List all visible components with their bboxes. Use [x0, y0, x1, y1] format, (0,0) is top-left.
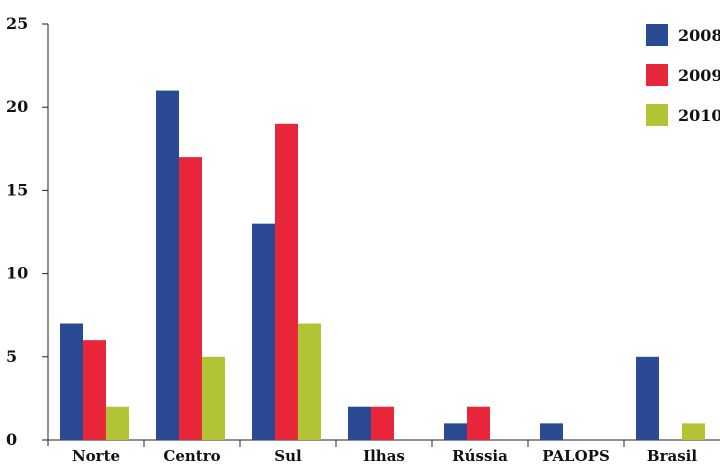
- legend-label-2010: 2010: [678, 106, 720, 125]
- x-axis-tick-labels: Norte Centro Sul Ilhas Rússia PALOPS Brasil: [72, 447, 697, 464]
- bar-2008-norte: [60, 323, 83, 440]
- bar-2009-centro: [179, 157, 202, 440]
- legend-swatch-2009: [646, 64, 668, 86]
- y-tick-label: 25: [6, 14, 28, 33]
- bar-2009-norte: [83, 340, 106, 440]
- y-tick-label: 20: [6, 97, 28, 116]
- legend-label-2008: 2008: [678, 26, 720, 45]
- bar-2010-centro: [202, 356, 225, 440]
- y-tick-label: 10: [6, 264, 28, 283]
- x-tick-label: Sul: [274, 447, 302, 464]
- bar-2009-rússia: [467, 406, 490, 440]
- bar-2008-centro: [156, 90, 179, 440]
- y-tick-label: 5: [6, 347, 17, 366]
- bar-2008-rússia: [444, 423, 467, 440]
- chart-axes: [42, 23, 720, 447]
- chart-legend: 2008 2009 2010: [646, 24, 720, 126]
- legend-swatch-2010: [646, 104, 668, 126]
- x-tick-label: Rússia: [452, 447, 508, 464]
- bar-2008-palops: [540, 423, 563, 440]
- bar-2009-sul: [275, 123, 298, 440]
- bar-2010-sul: [298, 323, 321, 440]
- legend-label-2009: 2009: [678, 66, 720, 85]
- y-tick-label: 0: [6, 430, 17, 449]
- bar-2008-brasil: [636, 356, 659, 440]
- x-tick-label: Centro: [163, 447, 220, 464]
- legend-swatch-2008: [646, 24, 668, 46]
- x-tick-label: Ilhas: [363, 447, 405, 464]
- bar-2010-norte: [106, 406, 129, 440]
- bar-2009-ilhas: [371, 406, 394, 440]
- chart-bars: [60, 90, 705, 440]
- x-tick-label: Brasil: [647, 447, 697, 464]
- y-tick-label: 15: [6, 180, 28, 199]
- bar-2008-ilhas: [348, 406, 371, 440]
- y-axis-tick-labels: 0 5 10 15 20 25: [6, 14, 28, 449]
- x-tick-label: PALOPS: [542, 447, 610, 464]
- bar-2010-brasil: [682, 423, 705, 440]
- x-tick-label: Norte: [72, 447, 120, 464]
- bar-2008-sul: [252, 223, 275, 440]
